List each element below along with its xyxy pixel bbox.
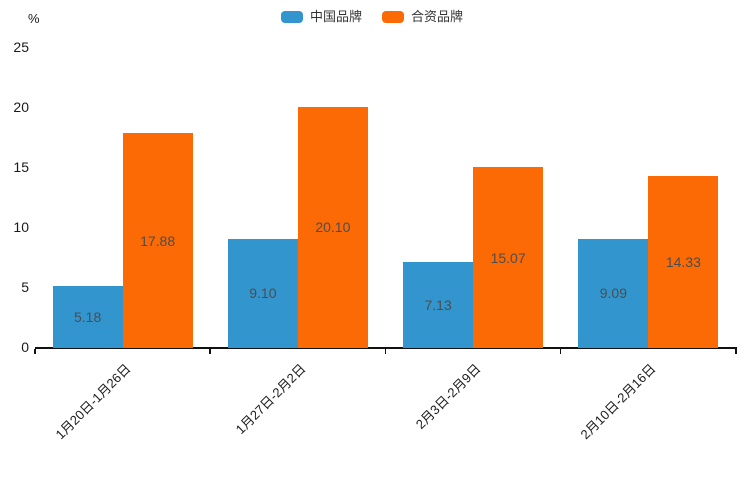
x-axis-category-label: 2月10日-2月16日 — [577, 361, 659, 443]
y-axis-tick-label: 20 — [13, 99, 29, 115]
legend-label: 合资品牌 — [411, 9, 464, 24]
bar-合资品牌-0: 17.88 — [122, 133, 193, 348]
y-axis-tick-label: 25 — [13, 39, 29, 55]
bar-合资品牌-3: 14.33 — [648, 176, 719, 348]
x-axis-category-label: 2月3日-2月9日 — [412, 361, 484, 432]
x-axis-tick — [735, 349, 737, 354]
bar-value-label: 15.07 — [490, 249, 526, 266]
legend-marker-icon — [280, 10, 303, 23]
bar-中国品牌-1: 9.10 — [227, 238, 298, 348]
bar-value-label: 20.10 — [315, 219, 351, 236]
bar-中国品牌-2: 7.13 — [403, 262, 474, 348]
bar-合资品牌-1: 20.10 — [297, 106, 368, 348]
x-axis-category-label: 1月27日-2月2日 — [232, 361, 309, 438]
y-axis-unit-label: % — [28, 11, 40, 26]
bar-value-label: 17.88 — [140, 232, 176, 249]
chart-legend: 中国品牌 合资品牌 — [0, 9, 744, 24]
bar-合资品牌-2: 15.07 — [473, 167, 544, 348]
y-axis-tick-label: 5 — [21, 279, 29, 295]
x-axis-tick — [559, 349, 562, 354]
legend-label: 中国品牌 — [309, 9, 362, 24]
x-axis-tick — [34, 349, 36, 354]
x-axis-line — [35, 347, 737, 349]
x-axis-category-label: 1月20日-1月26日 — [52, 361, 134, 443]
bar-value-label: 9.10 — [249, 285, 277, 302]
legend-marker-icon — [382, 10, 404, 23]
bar-中国品牌-0: 5.18 — [52, 285, 123, 348]
legend-item-china-brand[interactable]: 中国品牌 — [280, 9, 362, 24]
bar-value-label: 5.18 — [74, 308, 102, 325]
x-axis-tick — [384, 349, 386, 354]
x-axis-tick — [209, 349, 211, 354]
y-axis-tick-label: 10 — [13, 219, 29, 235]
bar-value-label: 14.33 — [665, 254, 701, 270]
legend-item-joint-venture-brand[interactable]: 合资品牌 — [382, 9, 463, 24]
bar-中国品牌-3: 9.09 — [578, 238, 649, 348]
bar-value-label: 9.09 — [599, 285, 627, 302]
bar-value-label: 7.13 — [424, 297, 452, 314]
y-axis-tick-label: 15 — [13, 159, 29, 175]
y-axis-tick-label: 0 — [21, 339, 29, 355]
